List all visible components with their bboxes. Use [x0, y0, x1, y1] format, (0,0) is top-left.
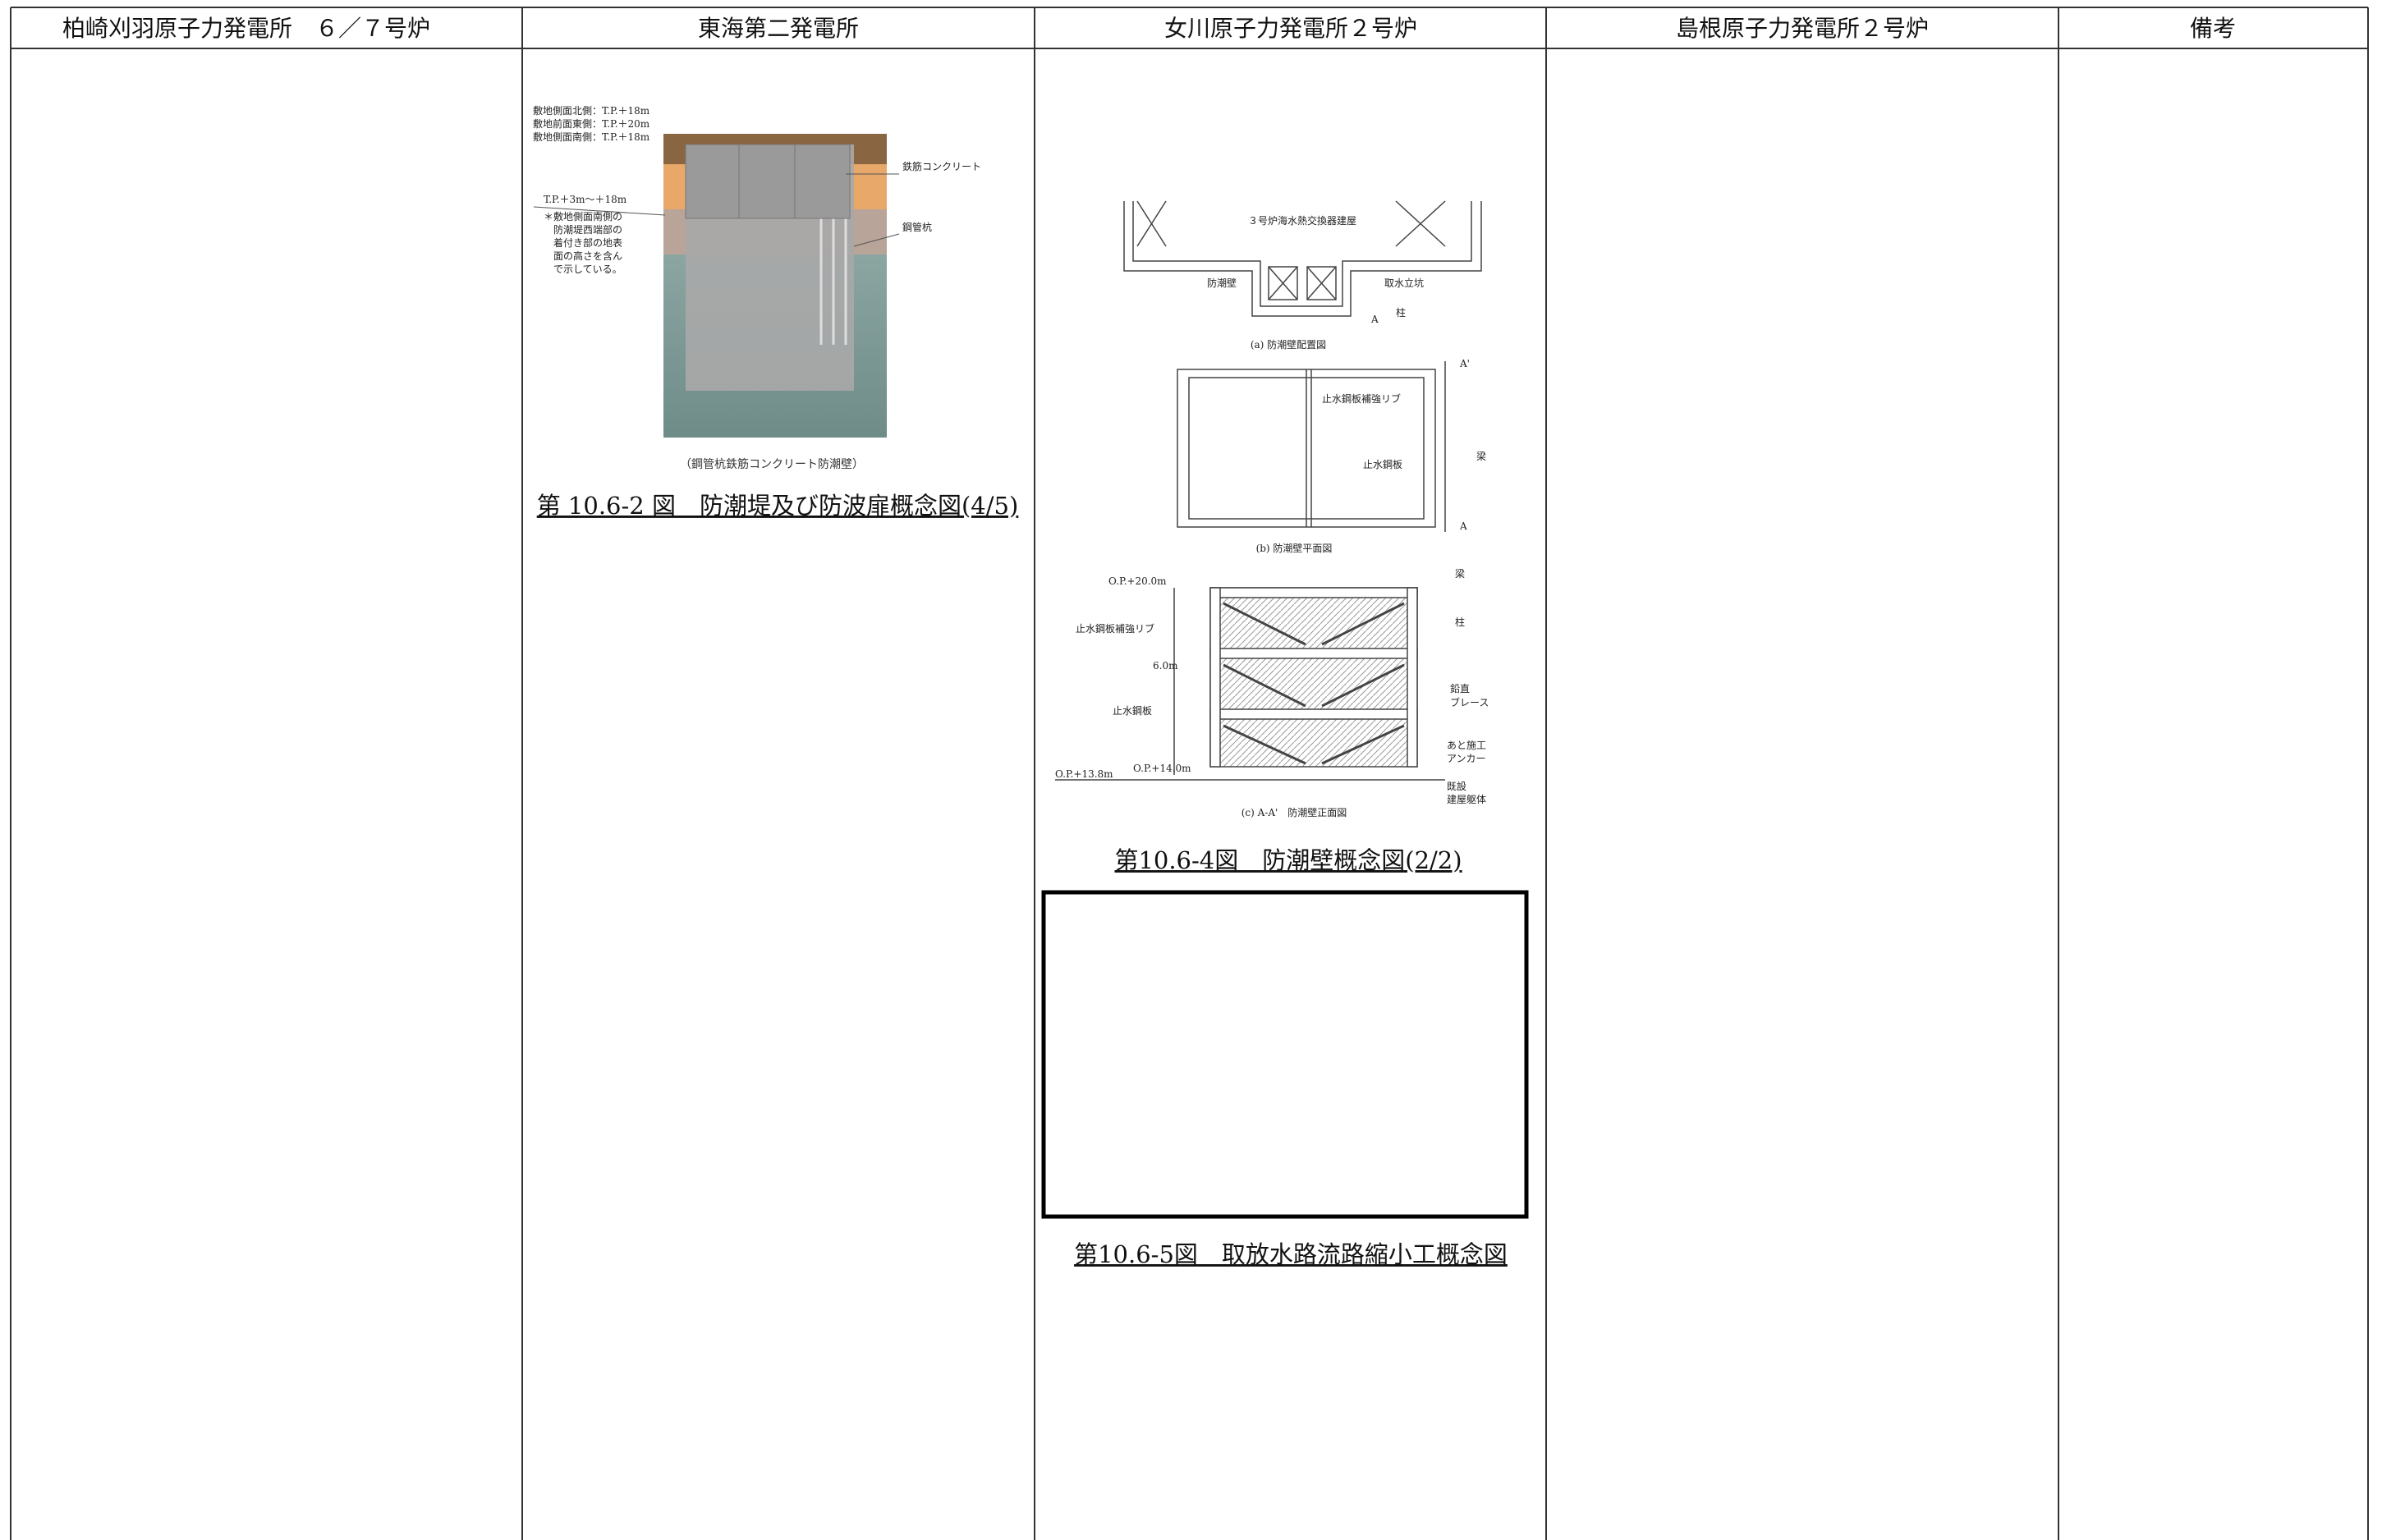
label: 敷地側面北側：T.P.＋18m — [533, 104, 650, 117]
note: 防潮堤西端部の — [553, 223, 622, 236]
figure-caption: 第 10.6-2 図 防潮堤及び防波扉概念図(4/5) — [537, 492, 1019, 520]
label: アンカー — [1447, 753, 1486, 764]
note: ＊敷地側面南側の — [544, 210, 622, 222]
label: 取水立坑 — [1384, 277, 1424, 289]
column-header: 東海第二発電所 — [698, 15, 859, 42]
subcaption: （鋼管杭鉄筋コンクリート防潮壁） — [680, 457, 864, 471]
figure-labels: 敷地側面北側：T.P.＋18m 敷地前面東側：T.P.＋20m 敷地側面南側：T… — [533, 104, 981, 275]
label: 建屋躯体 — [1447, 793, 1486, 805]
label: T.P.＋3m～＋18m — [544, 194, 627, 205]
label: 鉄筋コンクリート — [902, 160, 981, 172]
column-header: 備考 — [2190, 15, 2236, 42]
label: 梁 — [1455, 567, 1465, 580]
label: 敷地前面東側：T.P.＋20m — [533, 117, 650, 130]
header-row: 柏崎刈羽原子力発電所 ６／７号炉 東海第二発電所 女川原子力発電所２号炉 島根原… — [62, 15, 2236, 42]
label: あと施工 — [1447, 740, 1486, 751]
label: 鋼管杭 — [902, 221, 932, 233]
label: 鉛直 — [1450, 683, 1470, 694]
figure-caption: 第10.6-5図 取放水路流路縮小工概念図 — [1074, 1240, 1508, 1268]
label: O.P.+14.0m — [1133, 763, 1191, 774]
elevation-drawing — [1055, 587, 1445, 781]
label: 柱 — [1396, 306, 1406, 319]
drawing-labels: 柱 止水鋼板補強リブ 止水鋼板 梁 A' A (b) 防潮壁平面図 — [1256, 306, 1486, 554]
drawing-caption: (c) A-A' 防潮壁正面図 — [1241, 806, 1347, 818]
drawing-caption: (a) 防潮壁配置図 — [1251, 338, 1326, 351]
label: 止水鋼板 — [1113, 705, 1152, 717]
drawing-labels: O.P.+20.0m 梁 柱 止水鋼板補強リブ 6.0m 止水鋼板 鉛直 ブレー… — [1055, 567, 1489, 818]
label: 防潮壁 — [1207, 277, 1237, 289]
label: 止水鋼板補強リブ — [1322, 392, 1401, 405]
column-header: 島根原子力発電所２号炉 — [1676, 15, 1929, 42]
label: 敷地側面南側：T.P.＋18m — [533, 131, 650, 143]
label: 梁 — [1476, 450, 1486, 462]
label: 既設 — [1447, 780, 1466, 792]
label: ブレース — [1450, 696, 1489, 708]
column-header: 女川原子力発電所２号炉 — [1164, 15, 1417, 42]
figure-caption: 第10.6-4図 防潮壁概念図(2/2) — [1114, 846, 1462, 874]
plan-drawing — [1177, 361, 1446, 532]
label: A' — [1459, 358, 1470, 369]
label: 柱 — [1455, 616, 1465, 628]
drawing-caption: (b) 防潮壁平面図 — [1256, 542, 1333, 554]
layout-drawing — [1123, 200, 1482, 317]
label: 止水鋼板 — [1363, 459, 1402, 470]
label: O.P.+13.8m — [1055, 768, 1113, 780]
label: A — [1370, 314, 1379, 325]
label: A — [1459, 520, 1467, 532]
drawing-labels: ３号炉海水熱交換器建屋 防潮壁 取水立坑 A (a) 防潮壁配置図 — [1207, 214, 1424, 351]
note: で示している。 — [553, 264, 622, 275]
note: 着付き部の地表 — [553, 236, 622, 249]
label: O.P.+20.0m — [1108, 575, 1167, 587]
note: 面の高さを含ん — [553, 250, 622, 262]
masked-figure — [1041, 890, 1529, 1219]
label: 6.0m — [1153, 660, 1178, 671]
table-lines — [10, 7, 2369, 1540]
label: ３号炉海水熱交換器建屋 — [1248, 214, 1356, 227]
seawall-illustration — [533, 134, 900, 438]
label: 止水鋼板補強リブ — [1076, 622, 1154, 635]
column-header: 柏崎刈羽原子力発電所 ６／７号炉 — [62, 15, 430, 42]
